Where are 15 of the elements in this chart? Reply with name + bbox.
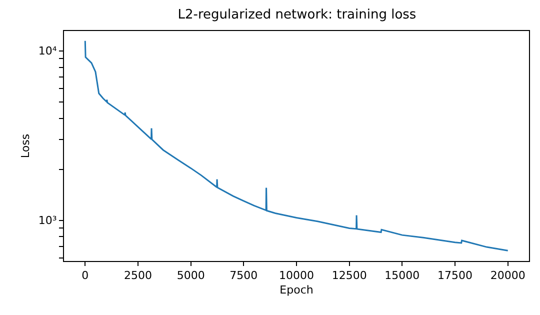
x-axis-title: Epoch xyxy=(280,283,314,296)
y-axis-title: Loss xyxy=(19,134,32,158)
x-tick-label: 17500 xyxy=(438,269,473,282)
x-tick-label: 0 xyxy=(82,269,89,282)
x-tick-label: 10000 xyxy=(279,269,314,282)
x-tick-label: 12500 xyxy=(332,269,367,282)
x-tick-label: 20000 xyxy=(490,269,526,282)
chart-title: L2-regularized network: training loss xyxy=(178,8,416,23)
line-series xyxy=(84,40,509,252)
x-tick-label: 15000 xyxy=(384,269,420,282)
x-tick-label: 5000 xyxy=(176,269,205,282)
y-tick-label: 10⁴ xyxy=(38,44,58,58)
x-tick-label: 2500 xyxy=(124,269,152,282)
x-tick-label: 7500 xyxy=(230,269,258,282)
y-tick-label: 10³ xyxy=(38,214,57,228)
